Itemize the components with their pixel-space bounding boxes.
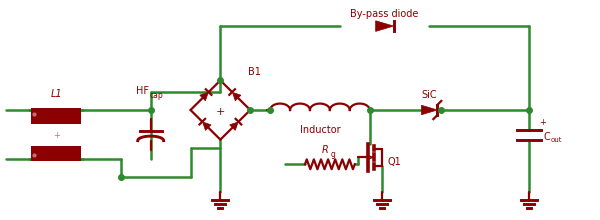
Text: B1: B1 [248,68,261,77]
Polygon shape [230,122,238,130]
Text: C: C [544,132,551,142]
Text: Inductor: Inductor [299,125,340,135]
Polygon shape [376,21,394,31]
Text: +: + [53,131,59,140]
Text: Q1: Q1 [388,157,401,167]
Text: R: R [322,145,328,156]
Text: HF: HF [136,86,149,96]
Polygon shape [232,92,241,101]
Polygon shape [200,92,208,101]
Text: cap: cap [149,91,163,100]
Polygon shape [203,122,211,130]
Polygon shape [421,105,437,115]
Text: g: g [331,150,336,159]
Text: +: + [539,118,547,127]
Text: out: out [551,137,562,143]
Text: L1: L1 [50,89,62,99]
Text: +: + [215,107,225,117]
Bar [31,146,81,161]
Bar [31,108,81,124]
Text: SiC: SiC [422,90,437,100]
Text: By-pass diode: By-pass diode [350,9,419,19]
